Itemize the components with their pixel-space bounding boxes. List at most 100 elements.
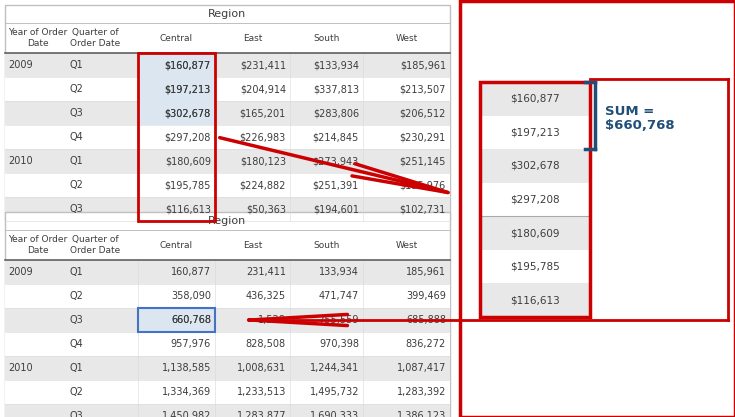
Text: 160,877: 160,877: [171, 267, 211, 277]
Text: $133,934: $133,934: [313, 60, 359, 70]
Text: 1,690,333: 1,690,333: [310, 411, 359, 417]
Bar: [5, 212, 450, 417]
Text: 2009: 2009: [8, 60, 32, 70]
Bar: [5, 380, 450, 404]
Text: $160,877: $160,877: [510, 94, 560, 104]
Text: $194,601: $194,601: [313, 204, 359, 214]
Text: $302,678: $302,678: [165, 108, 211, 118]
Text: $302,678: $302,678: [165, 108, 211, 118]
Text: $297,208: $297,208: [165, 132, 211, 142]
Text: $273,943: $273,943: [313, 156, 359, 166]
Bar: [480, 149, 590, 183]
Bar: [138, 101, 215, 125]
Text: 471,747: 471,747: [319, 291, 359, 301]
Text: 1,138,585: 1,138,585: [162, 363, 211, 373]
Text: South: South: [313, 33, 340, 43]
Text: $116,613: $116,613: [510, 295, 560, 305]
Text: 2010: 2010: [8, 363, 32, 373]
Text: $337,813: $337,813: [313, 84, 359, 94]
Text: 2010: 2010: [8, 156, 32, 166]
Text: 1,233,513: 1,233,513: [237, 387, 286, 397]
Text: Q1: Q1: [70, 60, 84, 70]
Bar: [5, 308, 450, 332]
Bar: [5, 53, 450, 77]
Text: 660,768: 660,768: [171, 315, 211, 325]
Text: Q2: Q2: [70, 84, 84, 94]
Text: 755,559: 755,559: [318, 315, 359, 325]
Text: 836,272: 836,272: [406, 339, 446, 349]
Bar: [480, 250, 590, 284]
Bar: [5, 5, 450, 221]
Text: Central: Central: [160, 241, 193, 249]
Bar: [138, 77, 215, 101]
Text: 1,244,341: 1,244,341: [309, 363, 359, 373]
Text: 185,961: 185,961: [406, 267, 446, 277]
Text: West: West: [395, 33, 417, 43]
Text: $251,145: $251,145: [400, 156, 446, 166]
Text: $231,411: $231,411: [240, 60, 286, 70]
Text: West: West: [395, 241, 417, 249]
Bar: [460, 1, 735, 417]
Text: $660,768: $660,768: [605, 119, 675, 132]
Bar: [138, 308, 215, 332]
Text: Q3: Q3: [70, 315, 84, 325]
Text: 2009: 2009: [8, 267, 32, 277]
Bar: [138, 53, 215, 77]
Bar: [138, 53, 215, 221]
Text: Q1: Q1: [70, 156, 84, 166]
Text: Q2: Q2: [70, 180, 84, 190]
Text: 1,008,631: 1,008,631: [237, 363, 286, 373]
Text: South: South: [313, 241, 340, 249]
Text: Q2: Q2: [70, 387, 84, 397]
Text: $116,613: $116,613: [165, 204, 211, 214]
Text: $195,785: $195,785: [165, 180, 211, 190]
Text: 1,386,123: 1,386,123: [397, 411, 446, 417]
Bar: [5, 77, 450, 101]
Text: $206,512: $206,512: [400, 108, 446, 118]
Text: 436,325: 436,325: [246, 291, 286, 301]
Text: $195,785: $195,785: [510, 261, 560, 271]
Bar: [5, 173, 450, 197]
Text: $195,976: $195,976: [400, 180, 446, 190]
Text: 1,283,392: 1,283,392: [397, 387, 446, 397]
Text: $213,507: $213,507: [400, 84, 446, 94]
Bar: [5, 125, 450, 149]
Text: Q3: Q3: [70, 108, 84, 118]
Text: $180,609: $180,609: [510, 228, 560, 238]
Text: 1,450,982: 1,450,982: [162, 411, 211, 417]
Text: 1,087,417: 1,087,417: [397, 363, 446, 373]
Bar: [5, 284, 450, 308]
Text: $226,983: $226,983: [240, 132, 286, 142]
Text: $204,914: $204,914: [240, 84, 286, 94]
Text: Quarter of
Order Date: Quarter of Order Date: [70, 235, 121, 255]
Text: 828,508: 828,508: [246, 339, 286, 349]
Text: Year of Order
Date: Year of Order Date: [8, 235, 67, 255]
Text: 1,495,732: 1,495,732: [309, 387, 359, 397]
Text: $180,123: $180,123: [240, 156, 286, 166]
Text: East: East: [243, 33, 262, 43]
Bar: [480, 183, 590, 216]
Bar: [5, 197, 450, 221]
Text: $251,391: $251,391: [313, 180, 359, 190]
Text: 957,976: 957,976: [171, 339, 211, 349]
Bar: [480, 82, 590, 317]
Text: 660,768: 660,768: [171, 315, 211, 325]
Text: $197,213: $197,213: [165, 84, 211, 94]
Text: SUM =: SUM =: [605, 105, 654, 118]
Text: 399,469: 399,469: [406, 291, 446, 301]
Text: Q2: Q2: [70, 291, 84, 301]
Text: $185,961: $185,961: [400, 60, 446, 70]
Text: $102,731: $102,731: [400, 204, 446, 214]
Bar: [5, 149, 450, 173]
Text: Q1: Q1: [70, 363, 84, 373]
Text: 1,283,877: 1,283,877: [237, 411, 286, 417]
Bar: [5, 332, 450, 356]
Text: 970,398: 970,398: [319, 339, 359, 349]
Text: Q3: Q3: [70, 411, 84, 417]
Text: $160,877: $160,877: [165, 60, 211, 70]
Text: 1,528: 1,528: [258, 315, 286, 325]
Bar: [480, 116, 590, 149]
Bar: [480, 82, 590, 116]
Bar: [480, 284, 590, 317]
Text: $297,208: $297,208: [510, 194, 560, 204]
